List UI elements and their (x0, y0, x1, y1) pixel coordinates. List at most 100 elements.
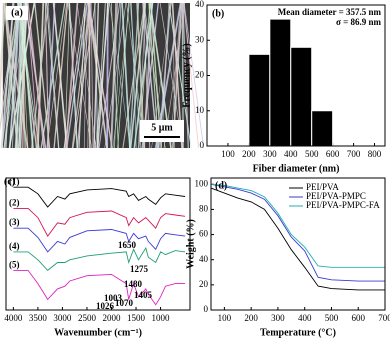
series-label: (3) (9, 217, 20, 227)
fiber (97, 2, 109, 149)
x-tick-label: 4000 (4, 313, 23, 323)
bar (248, 53, 271, 147)
x-tick-label: 800 (368, 149, 382, 159)
x-tick-label: 300 (263, 149, 277, 159)
x-tick-label: 500 (305, 149, 319, 159)
fiber (67, 2, 93, 149)
x-tick-label: 700 (347, 149, 361, 159)
fiber (31, 2, 49, 149)
series-label: (2) (9, 197, 20, 207)
annotation: 1275 (130, 264, 149, 274)
fiber (88, 2, 113, 149)
fiber (131, 2, 137, 149)
fiber (114, 2, 122, 149)
fiber (20, 2, 29, 149)
bar (269, 18, 292, 147)
fiber (0, 2, 15, 149)
legend-label: PEI/PVA-PMPC-FA (306, 200, 380, 210)
fiber (27, 2, 45, 149)
legend-label: PEI/PVA (306, 182, 339, 192)
x-tick-label: 2000 (102, 313, 121, 323)
x-tick-label: 100 (221, 149, 235, 159)
y-tick-label: 20 (199, 279, 209, 289)
fiber (129, 2, 146, 149)
y-tick-label: 10 (195, 105, 205, 115)
series-line (210, 183, 385, 268)
fiber (183, 2, 200, 149)
fiber (26, 2, 39, 149)
fiber (182, 2, 189, 149)
fiber (20, 2, 26, 149)
annotation: 1026 (96, 301, 115, 311)
x-axis-label: Wavenumber (cm⁻¹) (54, 327, 142, 338)
series-line (210, 183, 385, 282)
scale-label: 5 μm (151, 122, 173, 133)
fiber (40, 2, 66, 149)
panel-label: (a) (11, 7, 23, 18)
fiber (0, 2, 7, 64)
series-label: (4) (9, 241, 20, 251)
fiber (20, 2, 34, 149)
fiber (64, 2, 71, 149)
y-axis-label: Frequency (%) (181, 43, 192, 108)
x-tick-label: 100 (218, 313, 232, 323)
series-line (13, 269, 186, 306)
series-label: (1) (9, 176, 20, 186)
x-tick-label: 3000 (53, 313, 72, 323)
x-tick-label: 300 (271, 313, 285, 323)
fiber (2, 2, 4, 149)
fiber (87, 2, 92, 149)
fiber (137, 2, 147, 149)
annotation: 1003 (104, 293, 123, 303)
fiber (34, 2, 51, 149)
x-tick-label: 400 (284, 149, 298, 159)
annotation: 1070 (115, 298, 134, 308)
fiber (3, 2, 20, 149)
x-tick-label: 2500 (78, 313, 97, 323)
x-tick-label: 200 (242, 149, 256, 159)
label-box (6, 6, 28, 20)
fiber (35, 2, 47, 149)
annotation: 1480 (124, 279, 143, 289)
panel-label: (c) (4, 176, 15, 187)
panel-label: (d) (215, 180, 227, 191)
y-tick-label: 60 (199, 229, 209, 239)
series-line (13, 186, 186, 208)
x-axis-label: Fiber diameter (nm) (253, 163, 340, 174)
x-tick-label: 400 (298, 313, 312, 323)
x-tick-label: 700 (378, 313, 390, 323)
series-line (13, 246, 186, 272)
fiber (106, 2, 109, 149)
fiber (68, 2, 78, 149)
annotation: 1650 (118, 240, 137, 250)
y-tick-label: 40 (195, 0, 205, 9)
fiber (46, 2, 67, 149)
panel-label: (b) (212, 8, 224, 19)
series-line (13, 207, 186, 237)
fiber (76, 2, 91, 149)
fiber (110, 2, 118, 149)
plot-frame (206, 4, 386, 147)
x-tick-label: 1500 (127, 313, 146, 323)
fiber (93, 2, 100, 149)
bar (311, 110, 334, 147)
x-tick-label: 600 (351, 313, 365, 323)
annotation: σ = 86.9 nm (336, 17, 382, 27)
y-tick-label: 0 (204, 304, 209, 314)
bar (290, 46, 313, 147)
x-tick-label: 600 (326, 149, 340, 159)
series-label: (5) (9, 259, 20, 269)
x-tick-label: 500 (325, 313, 339, 323)
y-tick-label: 100 (195, 178, 209, 188)
plot-frame (210, 177, 386, 311)
series-line (13, 227, 186, 253)
x-tick-label: 200 (244, 313, 258, 323)
y-tick-label: 20 (195, 70, 205, 80)
legend-label: PEI/PVA-PMPC (306, 191, 366, 201)
y-axis-label: Weight (%) (185, 219, 196, 269)
fiber (183, 2, 205, 149)
fiber (65, 2, 79, 149)
fiber (121, 2, 131, 149)
x-tick-label: 3500 (29, 313, 48, 323)
fiber (88, 2, 108, 149)
